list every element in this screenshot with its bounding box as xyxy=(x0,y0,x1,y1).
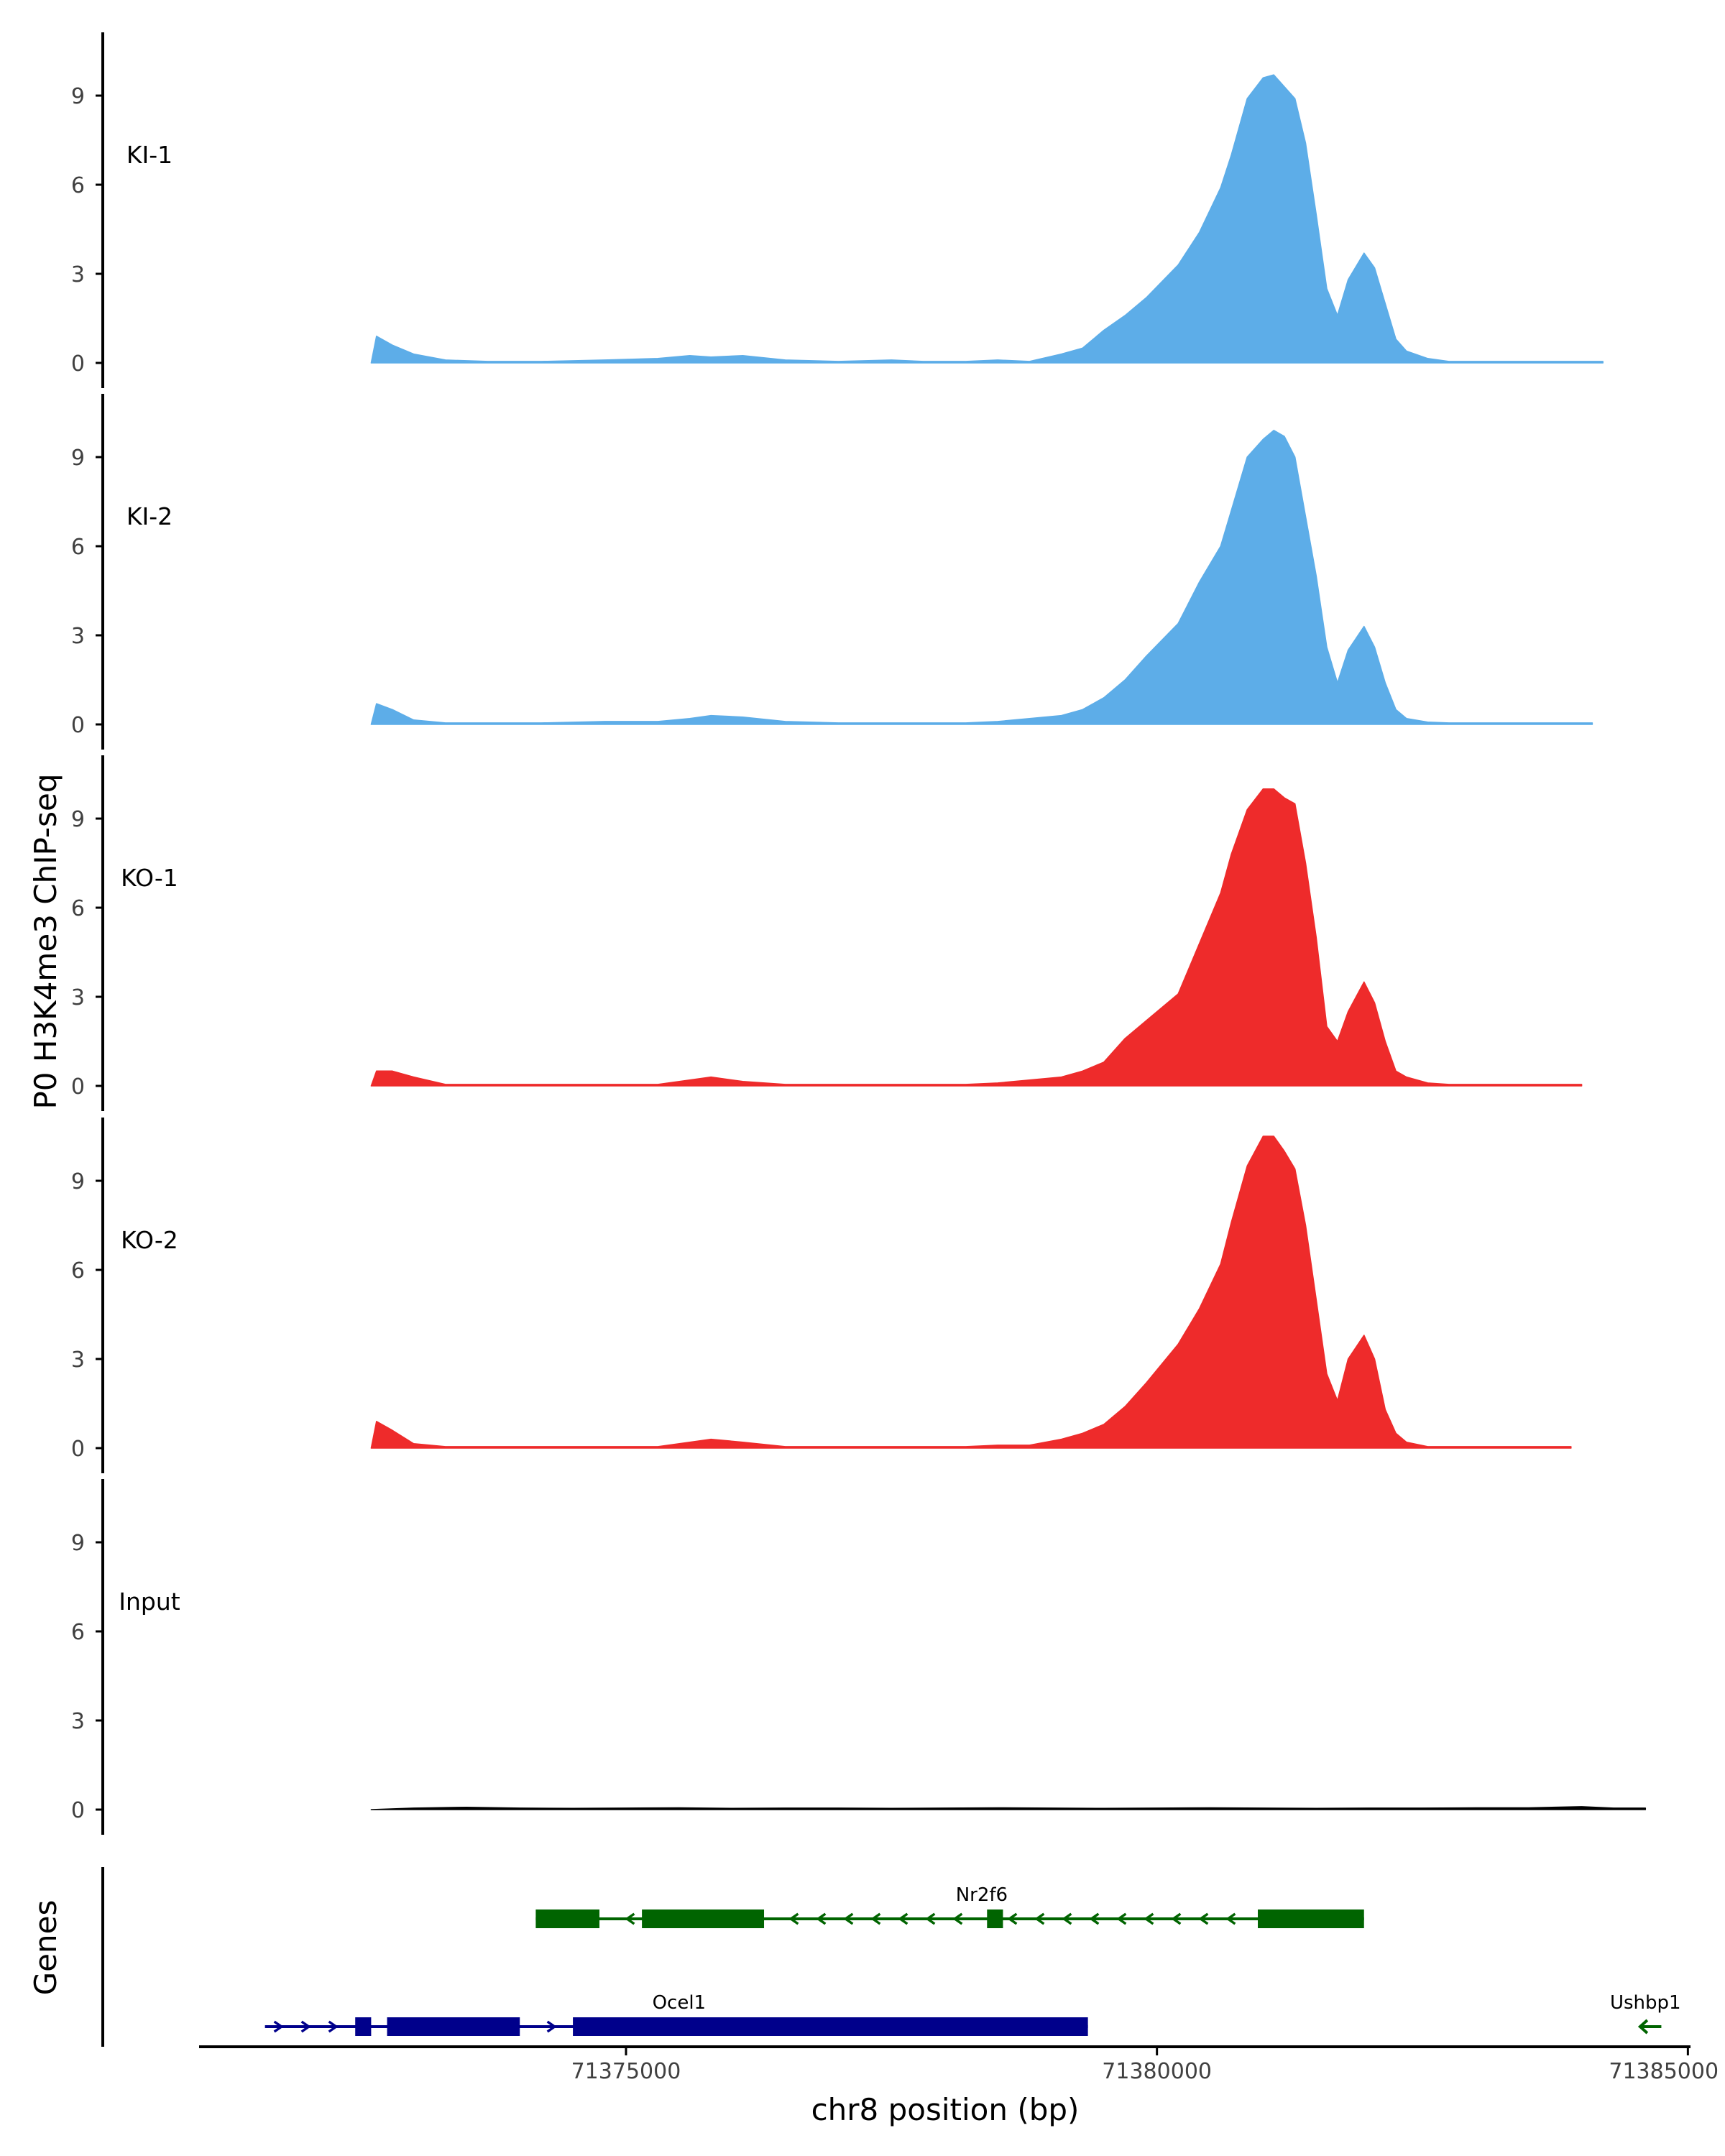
y-tick-label: 6 xyxy=(71,896,85,921)
y-tick-label: 9 xyxy=(71,807,85,832)
strand-arrow xyxy=(1144,1912,1154,1925)
x-tick-label: 71380000 xyxy=(1102,2059,1212,2084)
y-tick-label: 3 xyxy=(71,985,85,1010)
genes-axis-title: Genes xyxy=(28,1900,63,1996)
y-axis-title: P0 H3K4me3 ChIP-seq xyxy=(28,773,63,1109)
x-axis-title: chr8 position (bp) xyxy=(811,2092,1080,2127)
x-tick-label: 71385000 xyxy=(1609,2059,1719,2084)
strand-arrow xyxy=(843,1912,854,1925)
y-tick-label: 3 xyxy=(71,624,85,649)
gene-ocel1: Ocel1 xyxy=(264,1992,1088,2036)
gene-exon xyxy=(355,2017,372,2036)
gene-label-ushbp1: Ushbp1 xyxy=(1610,1992,1681,2014)
y-tick-label: 9 xyxy=(71,84,85,109)
gene-exon xyxy=(573,2017,1088,2036)
y-tick-label: 0 xyxy=(71,1798,85,1823)
y-tick-label: 3 xyxy=(71,1709,85,1734)
strand-arrow xyxy=(328,2020,339,2033)
track-label-ki-2: KI-2 xyxy=(126,502,172,530)
strand-arrow xyxy=(1034,1912,1045,1925)
strand-arrow xyxy=(788,1912,799,1925)
gene-exon xyxy=(535,1909,600,1928)
genes-panel: Nr2f6 Ocel1 Ushbp1 xyxy=(101,1867,1681,2047)
strand-arrow xyxy=(898,1912,908,1925)
gene-exon xyxy=(642,1909,765,1928)
gene-nr2f6: Nr2f6 xyxy=(535,1884,1364,1928)
signal-area-ko-2 xyxy=(370,1135,1572,1449)
y-tick-label: 6 xyxy=(71,535,85,560)
y-tick-label: 3 xyxy=(71,1348,85,1373)
signal-tracks: 0 3 6 9 KI-1 0 3 6 9 KI-2 0 3 6 9 KO-1 0 3 6 9 KO-2 0 3 6 9 Inpu… xyxy=(71,32,1647,1835)
signal-area-ko-1 xyxy=(370,788,1583,1087)
strand-arrow xyxy=(1089,1912,1100,1925)
track-ko-2: 0 3 6 9 KO-2 xyxy=(71,1118,1572,1473)
y-tick-label: 6 xyxy=(71,1258,85,1284)
track-ko-1: 0 3 6 9 KO-1 xyxy=(71,755,1583,1111)
track-label-ki-1: KI-1 xyxy=(126,141,172,169)
strand-arrow xyxy=(1225,1912,1236,1925)
y-tick-label: 3 xyxy=(71,262,85,287)
strand-arrow xyxy=(1007,1912,1018,1925)
y-tick-label: 9 xyxy=(71,1531,85,1556)
y-tick-label: 9 xyxy=(71,1169,85,1194)
x-tick-label: 71375000 xyxy=(571,2059,681,2084)
strand-arrow xyxy=(952,1912,963,1925)
strand-arrow xyxy=(546,2020,557,2033)
track-label-ko-1: KO-1 xyxy=(121,864,178,892)
strand-arrow xyxy=(1116,1912,1127,1925)
gene-label-ocel1: Ocel1 xyxy=(653,1992,707,2014)
y-tick-label: 0 xyxy=(71,351,85,377)
strand-arrow xyxy=(1171,1912,1182,1925)
gene-ushbp1: Ushbp1 xyxy=(1610,1992,1681,2035)
strand-arrow xyxy=(816,1912,827,1925)
gene-label-nr2f6: Nr2f6 xyxy=(956,1884,1008,1906)
y-tick-label: 0 xyxy=(71,1074,85,1100)
track-ki-2: 0 3 6 9 KI-2 xyxy=(71,394,1593,750)
strand-arrow xyxy=(925,1912,936,1925)
strand-arrow xyxy=(870,1912,881,1925)
signal-area-input xyxy=(370,1806,1647,1810)
track-input: 0 3 6 9 Input xyxy=(71,1479,1647,1835)
y-tick-label: 6 xyxy=(71,173,85,198)
gene-arrow-head xyxy=(1637,2019,1649,2035)
strand-arrow xyxy=(625,1912,635,1925)
track-label-input: Input xyxy=(119,1588,180,1616)
strand-arrow xyxy=(1062,1912,1072,1925)
gene-exon xyxy=(1258,1909,1364,1928)
x-axis: 71375000 71380000 71385000 xyxy=(199,2045,1719,2084)
y-tick-label: 9 xyxy=(71,446,85,471)
y-tick-label: 0 xyxy=(71,713,85,738)
signal-area-ki-1 xyxy=(370,74,1604,364)
gene-exon xyxy=(987,1909,1003,1928)
y-tick-label: 6 xyxy=(71,1620,85,1645)
y-tick-label: 0 xyxy=(71,1437,85,1462)
track-ki-1: 0 3 6 9 KI-1 xyxy=(71,32,1604,388)
gene-exon xyxy=(387,2017,520,2036)
track-label-ko-2: KO-2 xyxy=(121,1226,178,1254)
strand-arrow xyxy=(1198,1912,1209,1925)
signal-area-ki-2 xyxy=(370,430,1593,725)
strand-arrow xyxy=(273,2020,284,2033)
strand-arrow xyxy=(300,2020,311,2033)
